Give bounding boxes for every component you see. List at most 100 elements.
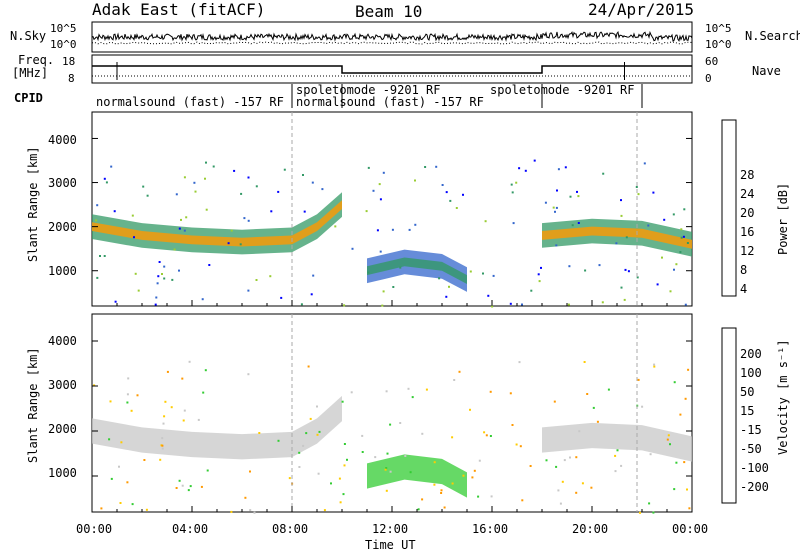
power-speckle	[156, 282, 159, 285]
velocity-speckle	[253, 511, 256, 514]
power-speckle	[99, 255, 101, 257]
plot-title: Adak East (fitACF)	[92, 0, 266, 19]
power-speckle	[137, 289, 140, 292]
velocity-speckle	[485, 434, 488, 437]
power-speckle	[113, 210, 116, 213]
velocity-ytick-2000: 2000	[48, 422, 77, 436]
xtick-1600: 16:00	[472, 522, 509, 536]
power-colorbar-frame	[721, 119, 737, 297]
power-speckle	[157, 275, 160, 278]
velocity-speckle	[339, 501, 342, 504]
power-speckle	[683, 208, 686, 211]
power-speckle	[620, 286, 623, 289]
power-speckle	[552, 206, 555, 209]
power-speckle	[146, 194, 149, 197]
velocity-speckle	[679, 413, 682, 416]
velocity-speckle	[687, 368, 690, 371]
vel-cbar-m50: -50	[740, 442, 762, 456]
velocity-speckle	[649, 453, 652, 456]
velocity-speckle	[385, 390, 388, 393]
power-speckle	[381, 304, 384, 307]
velocity-speckle	[521, 499, 524, 502]
velocity-speckle	[511, 424, 514, 426]
velocity-speckle	[518, 361, 521, 364]
power-speckle	[321, 188, 324, 191]
power-speckle	[537, 273, 540, 276]
velocity-speckle	[421, 498, 424, 501]
power-speckle	[441, 184, 444, 186]
power-band-core-0	[92, 200, 342, 247]
velocity-speckle	[204, 369, 207, 372]
velocity-speckle	[338, 477, 341, 480]
power-speckle	[567, 303, 570, 306]
velocity-speckle	[374, 456, 377, 459]
power-speckle	[255, 185, 258, 188]
power-speckle	[95, 219, 98, 222]
vel-cbar-m200: -200	[740, 480, 769, 494]
power-speckle	[303, 210, 306, 213]
velocity-speckle	[443, 506, 446, 509]
power-speckle	[469, 270, 472, 273]
power-speckle	[183, 229, 186, 232]
velocity-speckle	[578, 430, 581, 433]
velocity-colorbar-frame	[721, 327, 737, 504]
power-speckle	[455, 207, 458, 209]
power-speckle	[571, 224, 574, 227]
power-speckle	[300, 303, 303, 306]
power-speckle	[509, 302, 512, 305]
velocity-speckle	[143, 459, 146, 461]
velocity-speckle	[641, 405, 644, 408]
power-speckle	[334, 225, 337, 228]
power-speckle	[636, 276, 639, 279]
velocity-speckle	[136, 394, 139, 397]
freq-tick-high: 18	[62, 55, 76, 68]
velocity-speckle	[592, 406, 595, 409]
nsky-label: N.Sky	[10, 29, 47, 43]
velocity-speckle	[653, 363, 656, 366]
power-speckle	[163, 265, 166, 268]
velocity-speckle	[407, 387, 410, 390]
velocity-speckle	[298, 466, 301, 468]
power-speckle	[367, 166, 370, 169]
cpid-segment-2: spoletomode -9201 RF	[296, 83, 441, 97]
power-speckle	[183, 176, 186, 179]
power-speckle	[382, 171, 385, 174]
nsearch-tick-high: 10^5	[705, 22, 732, 35]
power-speckle	[576, 190, 578, 193]
power-speckle	[661, 256, 663, 259]
velocity-speckle	[244, 496, 247, 499]
velocity-speckle	[639, 511, 641, 514]
power-speckle	[557, 168, 560, 171]
velocity-speckle	[130, 409, 133, 412]
velocity-speckle	[469, 408, 471, 411]
vel-cbar-50: 50	[740, 385, 755, 399]
velocity-speckle	[389, 470, 392, 473]
velocity-speckle	[159, 458, 162, 461]
power-speckle	[544, 201, 547, 204]
velocity-speckle	[596, 420, 599, 423]
xtick-0400: 04:00	[172, 522, 209, 536]
power-speckle	[656, 283, 659, 286]
velocity-speckle	[316, 433, 319, 436]
velocity-speckle	[163, 415, 166, 418]
freq-tick-low: 8	[68, 72, 75, 85]
power-speckle	[435, 165, 438, 168]
velocity-speckle	[350, 391, 353, 394]
velocity-speckle	[175, 487, 178, 489]
power-cbar-20: 20	[740, 206, 755, 220]
velocity-speckle	[440, 492, 443, 494]
velocity-speckle	[478, 459, 481, 462]
power-speckle	[379, 250, 382, 253]
power-speckle	[577, 195, 580, 198]
velocity-speckle	[684, 397, 687, 400]
velocity-speckle	[669, 443, 671, 446]
velocity-speckle	[399, 422, 402, 424]
velocity-speckle	[343, 464, 346, 467]
power-speckle	[684, 303, 687, 306]
velocity-speckle	[433, 483, 436, 486]
velocity-speckle	[206, 469, 209, 472]
power-speckle	[239, 243, 242, 246]
power-speckle	[96, 204, 99, 207]
velocity-speckle	[181, 484, 184, 487]
